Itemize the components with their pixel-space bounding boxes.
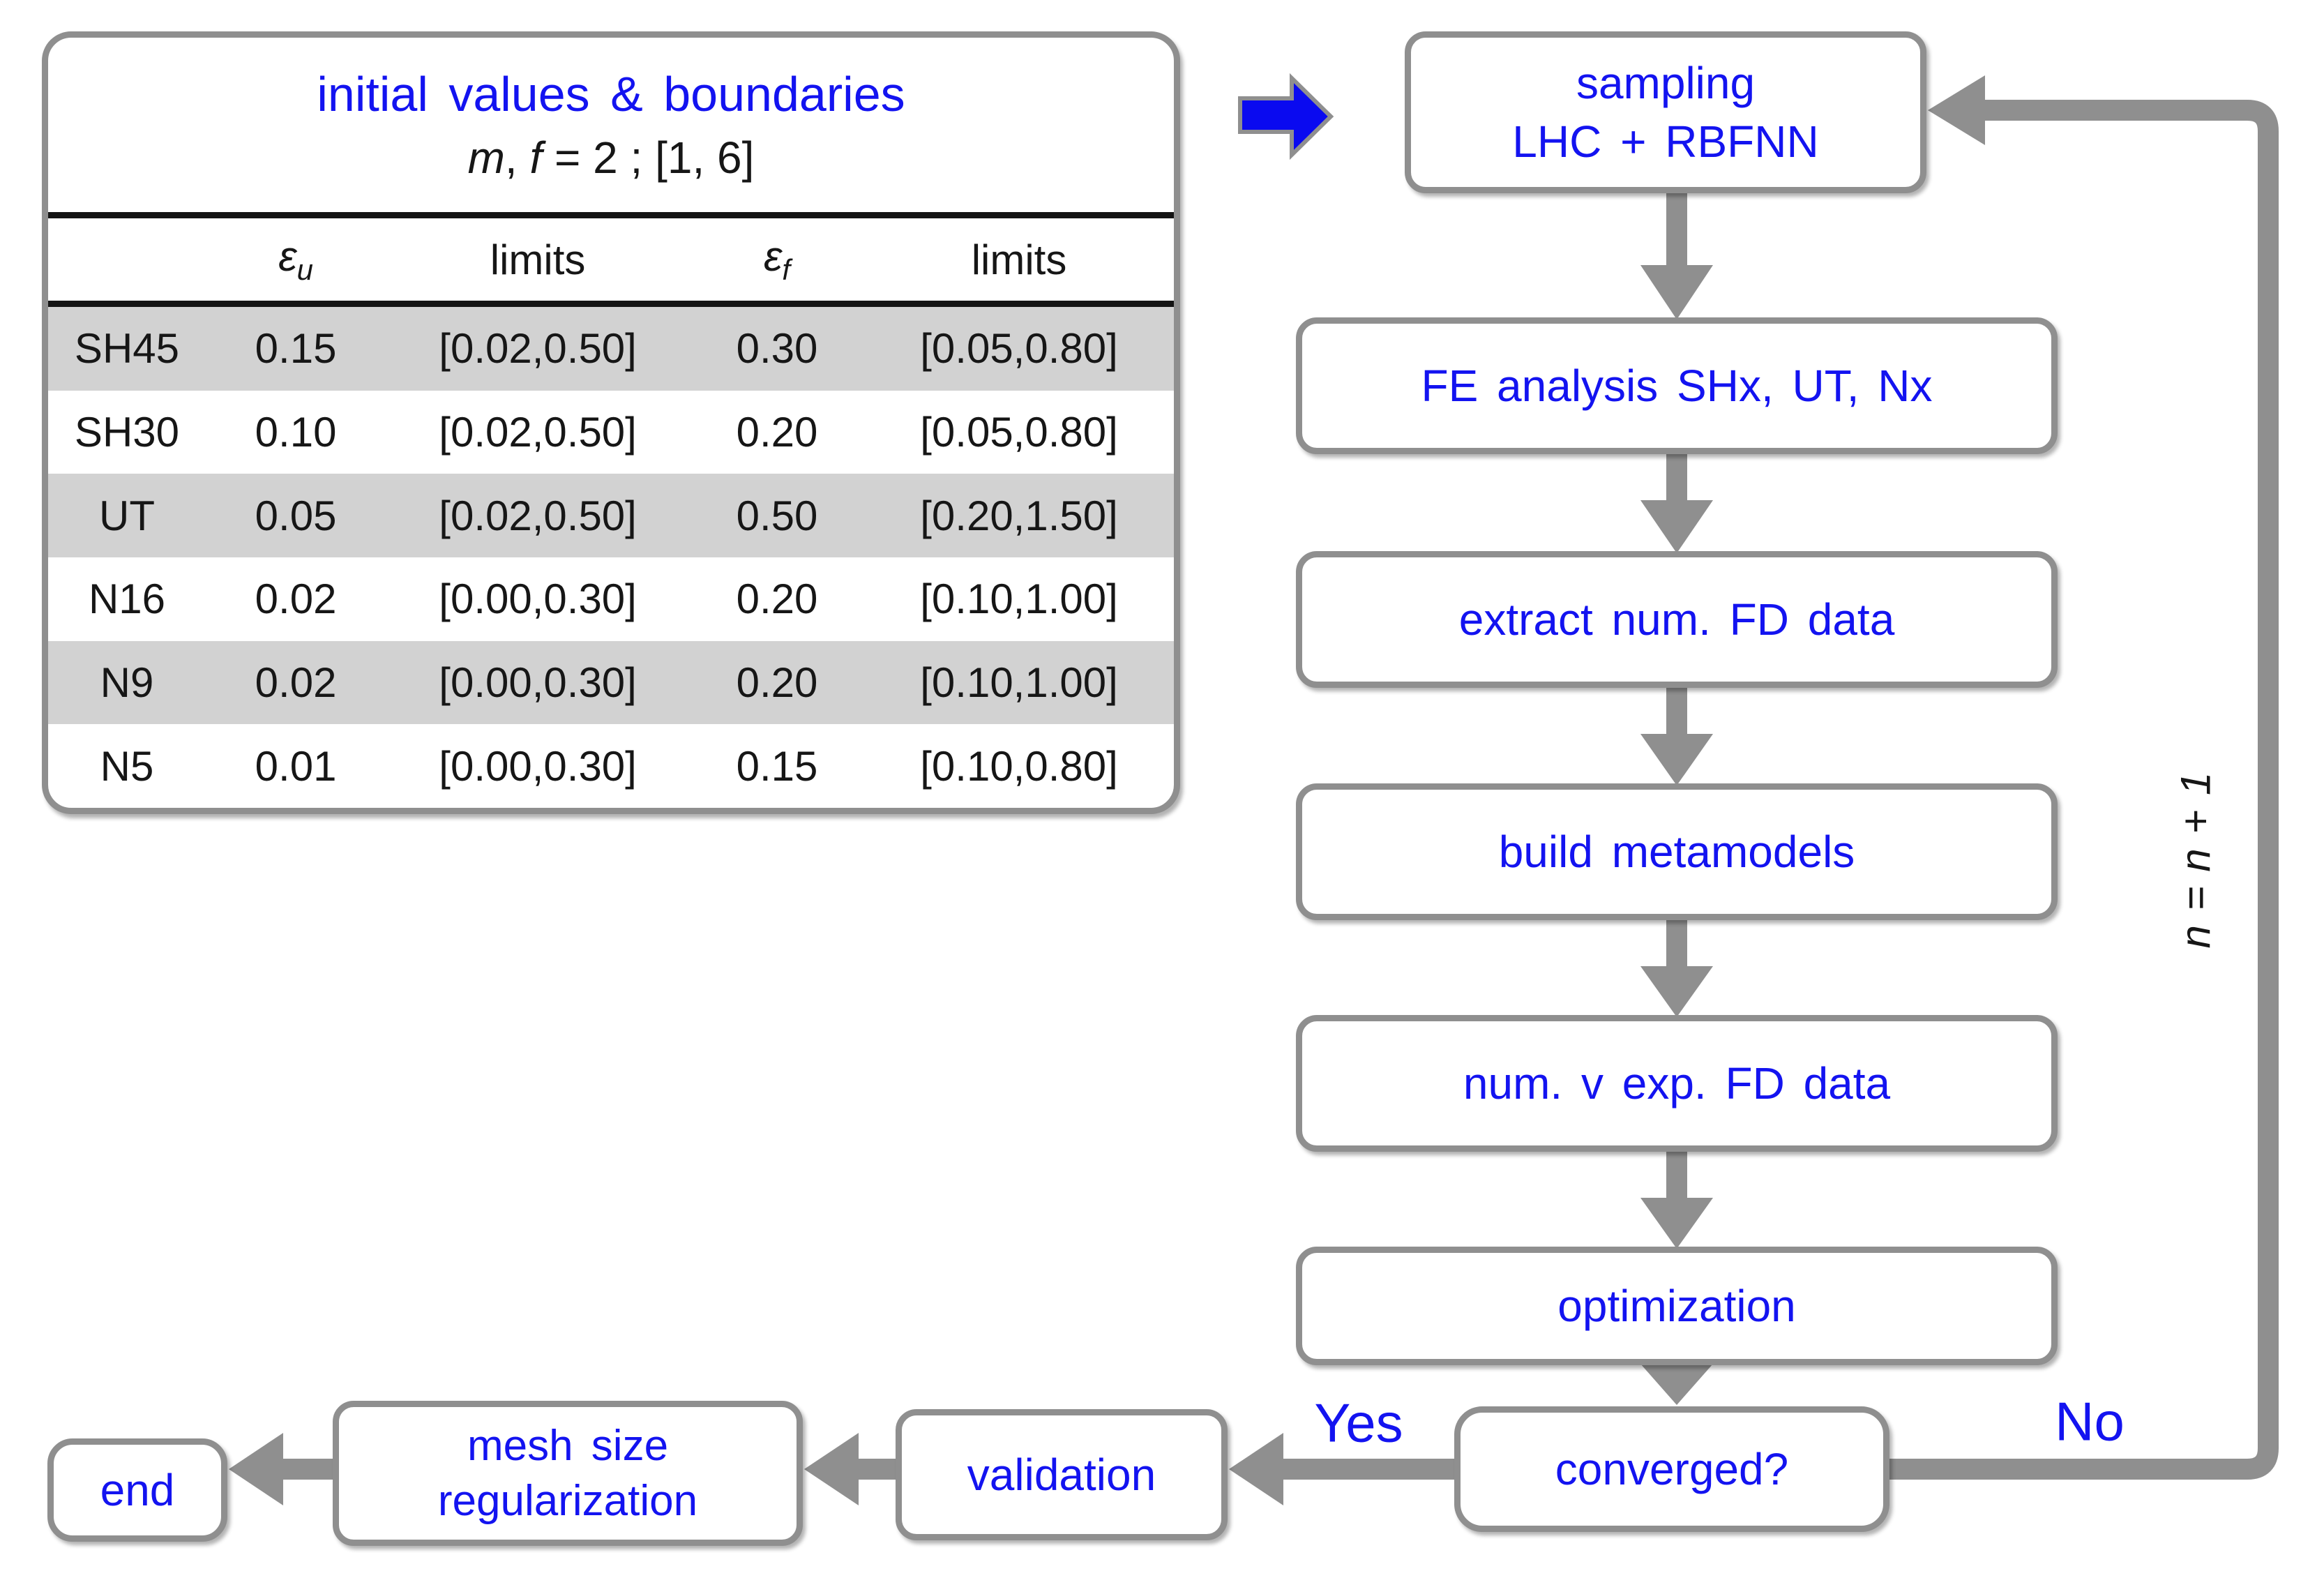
down-arrows [229, 193, 1713, 1505]
no-label: No [2055, 1390, 2125, 1452]
table-subtitle: m, f = 2 ; [1, 6] [467, 133, 755, 183]
arrow-validation-to-mesh [804, 1433, 899, 1505]
loop-arrowhead [1928, 75, 1985, 145]
table-title: initial values & boundaries [317, 67, 905, 121]
table-row-n16: N16 0.02 [0.00,0.30] 0.20 [0.10,1.00] [88, 576, 1118, 623]
arrow-build-to-numexp [1640, 915, 1713, 1017]
arrow-mesh-to-end [229, 1433, 336, 1505]
header-limits-f: limits [971, 236, 1067, 283]
node-mesh-regularization: mesh size regularization [333, 1401, 803, 1546]
node-sampling: sampling LHC + RBFNN [1405, 31, 1926, 193]
node-end: end [47, 1438, 227, 1542]
initial-values-table: initial values & boundaries m, f = 2 ; [… [42, 31, 1180, 814]
table-row-ut: UT 0.05 [0.02,0.50] 0.50 [0.20,1.50] [48, 474, 1174, 558]
arrow-converged-to-validation [1229, 1433, 1456, 1505]
start-arrow [1238, 73, 1334, 160]
node-optimization: optimization [1296, 1247, 2058, 1365]
table-row-n5: N5 0.01 [0.00,0.30] 0.15 [0.10,0.80] [100, 742, 1118, 790]
no-loop-wire [1887, 75, 2279, 1480]
header-eps-f: εf [764, 233, 791, 286]
node-extract-fd-data: extract num. FD data [1296, 551, 2058, 688]
node-num-v-exp: num. v exp. FD data [1296, 1015, 2058, 1152]
node-fe-analysis: FE analysis SHx, UT, Nx [1296, 317, 2058, 454]
yes-label: Yes [1314, 1392, 1403, 1454]
arrow-fe-to-extract [1640, 449, 1713, 553]
arrow-sampling-to-fe [1640, 193, 1713, 320]
arrow-extract-to-build [1640, 682, 1713, 786]
loop-counter-label: n = n + 1 [2172, 770, 2219, 949]
table-row-sh45: SH45 0.15 [0.02,0.50] 0.30 [0.05,0.80] [48, 307, 1174, 391]
arrow-optimization-to-converged [1640, 1362, 1713, 1405]
arrow-numexp-to-optimization [1640, 1146, 1713, 1249]
table-header-row: εu limits εf limits [48, 218, 1174, 307]
table-row-n9: N9 0.02 [0.00,0.30] 0.20 [0.10,1.00] [48, 640, 1174, 725]
table-row-sh30: SH30 0.10 [0.02,0.50] 0.20 [0.05,0.80] [74, 409, 1118, 456]
table-title-block: initial values & boundaries m, f = 2 ; [… [48, 38, 1174, 218]
node-converged: converged? [1454, 1406, 1889, 1532]
node-build-metamodels: build metamodels [1296, 783, 2058, 920]
header-limits-u: limits [490, 236, 586, 283]
header-eps-u: εu [278, 233, 313, 286]
node-validation: validation [896, 1409, 1228, 1540]
